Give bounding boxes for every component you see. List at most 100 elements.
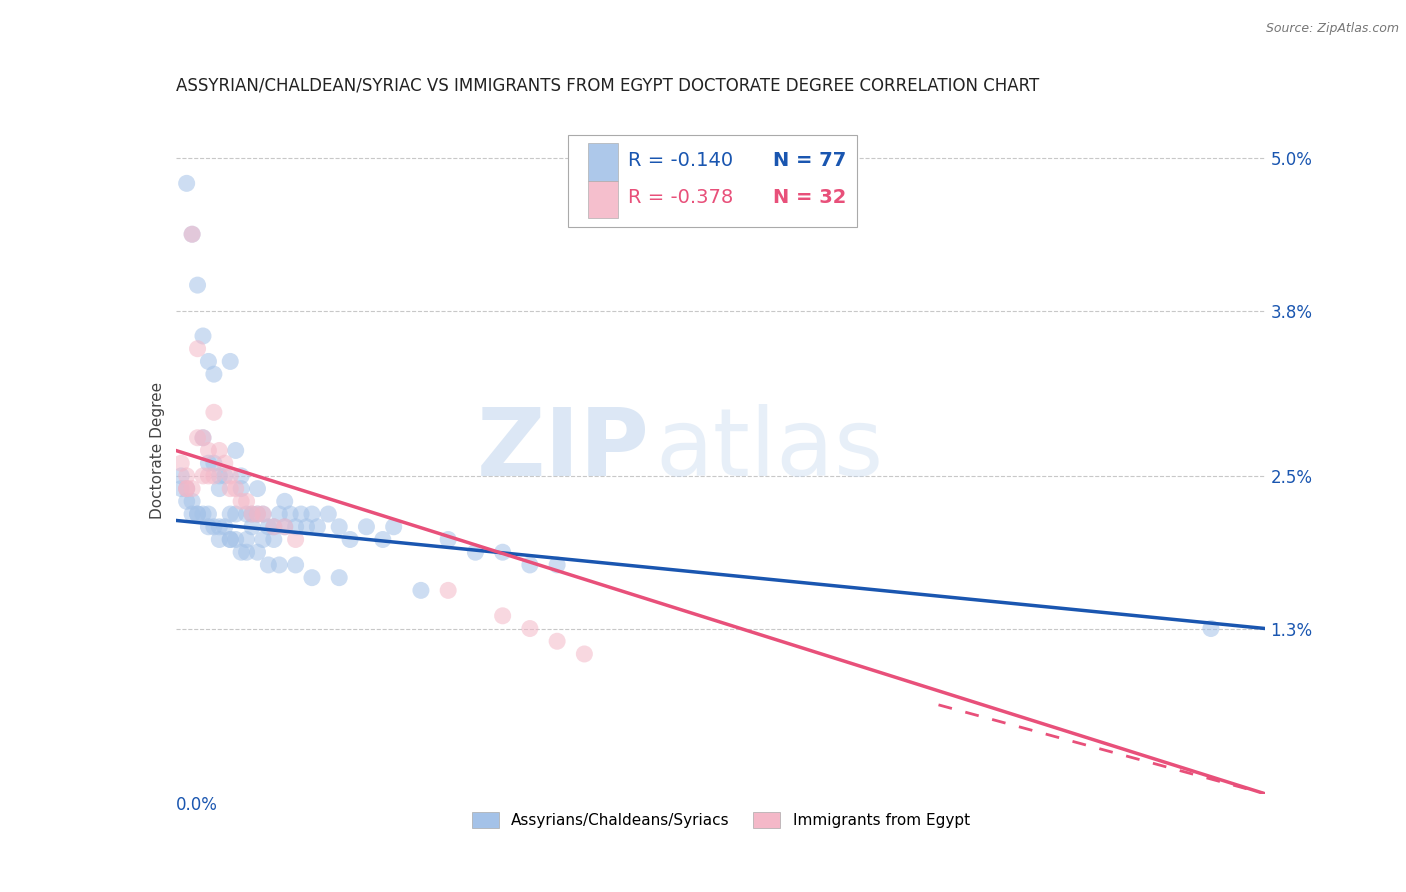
Point: [437, 583, 460, 598]
FancyBboxPatch shape: [568, 135, 856, 227]
Text: Source: ZipAtlas.com: Source: ZipAtlas.com: [1265, 22, 1399, 36]
Text: atlas: atlas: [655, 404, 883, 497]
Point: [231, 469, 253, 483]
Point: [246, 482, 269, 496]
Point: [181, 507, 204, 521]
Point: [225, 533, 247, 547]
Point: [339, 533, 361, 547]
Point: [170, 456, 193, 470]
Point: [257, 558, 280, 572]
Point: [257, 520, 280, 534]
Point: [202, 367, 225, 381]
Point: [225, 443, 247, 458]
Text: R = -0.140: R = -0.140: [628, 151, 733, 170]
Point: [240, 520, 263, 534]
Point: [191, 431, 214, 445]
Point: [263, 533, 285, 547]
Text: ZIP: ZIP: [477, 404, 650, 497]
Point: [252, 533, 274, 547]
Point: [356, 520, 378, 534]
Point: [186, 278, 209, 293]
Point: [371, 533, 394, 547]
Point: [464, 545, 486, 559]
Point: [176, 494, 198, 508]
Point: [519, 558, 541, 572]
Point: [176, 482, 198, 496]
Point: [437, 533, 460, 547]
Point: [284, 520, 307, 534]
Point: [263, 520, 285, 534]
Point: [290, 507, 312, 521]
Point: [409, 583, 432, 598]
Point: [246, 507, 269, 521]
Point: [219, 507, 242, 521]
Point: [208, 533, 231, 547]
Point: [208, 443, 231, 458]
Point: [208, 482, 231, 496]
Point: [219, 533, 242, 547]
Point: [202, 469, 225, 483]
Point: [181, 494, 204, 508]
Point: [186, 507, 209, 521]
Point: [252, 507, 274, 521]
Point: [219, 354, 242, 368]
Text: ASSYRIAN/CHALDEAN/SYRIAC VS IMMIGRANTS FROM EGYPT DOCTORATE DEGREE CORRELATION C: ASSYRIAN/CHALDEAN/SYRIAC VS IMMIGRANTS F…: [176, 77, 1039, 95]
Point: [1199, 622, 1222, 636]
Point: [170, 482, 193, 496]
Point: [295, 520, 318, 534]
Point: [202, 405, 225, 419]
Point: [186, 431, 209, 445]
Point: [214, 520, 236, 534]
Point: [219, 533, 242, 547]
Point: [284, 533, 307, 547]
Text: N = 77: N = 77: [773, 151, 846, 170]
Point: [263, 520, 285, 534]
Point: [176, 482, 198, 496]
Point: [197, 354, 219, 368]
Point: [231, 482, 253, 496]
Point: [269, 558, 291, 572]
Point: [225, 507, 247, 521]
Point: [225, 482, 247, 496]
Legend: Assyrians/Chaldeans/Syriacs, Immigrants from Egypt: Assyrians/Chaldeans/Syriacs, Immigrants …: [465, 806, 976, 834]
Point: [197, 456, 219, 470]
Point: [219, 482, 242, 496]
Point: [301, 571, 323, 585]
Point: [186, 342, 209, 356]
Point: [170, 469, 193, 483]
Point: [274, 494, 297, 508]
Point: [176, 469, 198, 483]
Point: [176, 482, 198, 496]
Point: [231, 545, 253, 559]
FancyBboxPatch shape: [588, 180, 619, 219]
Point: [181, 227, 204, 242]
Point: [214, 456, 236, 470]
Point: [284, 558, 307, 572]
Point: [191, 507, 214, 521]
Text: 0.0%: 0.0%: [176, 796, 218, 814]
Point: [318, 507, 340, 521]
Point: [574, 647, 596, 661]
FancyBboxPatch shape: [588, 144, 619, 181]
Point: [176, 177, 198, 191]
Point: [186, 507, 209, 521]
Point: [219, 469, 242, 483]
Point: [240, 507, 263, 521]
Point: [181, 482, 204, 496]
Point: [269, 507, 291, 521]
Point: [252, 507, 274, 521]
Point: [546, 558, 568, 572]
Point: [307, 520, 329, 534]
Point: [197, 507, 219, 521]
Point: [274, 520, 297, 534]
Point: [240, 507, 263, 521]
Point: [208, 469, 231, 483]
Point: [191, 469, 214, 483]
Point: [492, 608, 515, 623]
Point: [197, 443, 219, 458]
Point: [214, 469, 236, 483]
Point: [235, 545, 257, 559]
Point: [235, 494, 257, 508]
Point: [246, 507, 269, 521]
Point: [197, 520, 219, 534]
